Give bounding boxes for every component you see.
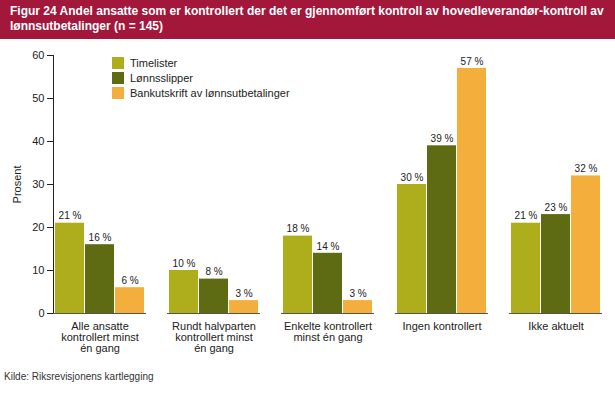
svg-text:21 %: 21 % [59, 210, 82, 221]
svg-text:14 %: 14 % [317, 241, 340, 252]
svg-text:60: 60 [32, 49, 44, 61]
svg-text:3 %: 3 % [235, 288, 252, 299]
svg-text:50: 50 [32, 92, 44, 104]
svg-text:3 %: 3 % [349, 288, 366, 299]
svg-text:21 %: 21 % [515, 210, 538, 221]
html-text:Bankutskrift av lønnsutbetalin: Bankutskrift av lønnsutbetalinger [130, 87, 290, 99]
svg-text:8 %: 8 % [205, 266, 222, 277]
svg-text:40: 40 [32, 135, 44, 147]
svg-text:Rundt halvpartenkontrollert mi: Rundt halvpartenkontrollert minstén gang [172, 320, 256, 354]
svg-text:32 %: 32 % [575, 163, 598, 174]
html-text:Lønnsslipper: Lønnsslipper [130, 72, 193, 84]
svg-text:39 %: 39 % [431, 133, 454, 144]
svg-text:16 %: 16 % [89, 232, 112, 243]
svg-text:Enkelte kontrollertminst én ga: Enkelte kontrollertminst én gang [284, 320, 372, 343]
svg-text:30: 30 [32, 178, 44, 190]
svg-text:Ikke aktuelt: Ikke aktuelt [528, 320, 584, 332]
svg-text:Ingen kontrollert: Ingen kontrollert [403, 320, 482, 332]
svg-text:30 %: 30 % [401, 172, 424, 183]
svg-text:10: 10 [32, 264, 44, 276]
svg-text:10 %: 10 % [173, 258, 196, 269]
svg-text:20: 20 [32, 221, 44, 233]
svg-text:57 %: 57 % [461, 56, 484, 67]
html-text:Timelister: Timelister [130, 57, 178, 69]
svg-text:6 %: 6 % [121, 275, 138, 286]
svg-text:23 %: 23 % [545, 202, 568, 213]
svg-text:Alle ansattekontrollert minsté: Alle ansattekontrollert minstén gang [61, 320, 139, 354]
svg-text:Prosent: Prosent [11, 166, 23, 204]
html-text:Figur 24 Andel ansatte som er: Figur 24 Andel ansatte som er kontroller… [10, 4, 604, 33]
svg-text:0: 0 [38, 307, 44, 319]
html-text:Kilde: Riksrevisjonens kartleg: Kilde: Riksrevisjonens kartlegging [4, 371, 154, 382]
svg-text:18 %: 18 % [287, 223, 310, 234]
